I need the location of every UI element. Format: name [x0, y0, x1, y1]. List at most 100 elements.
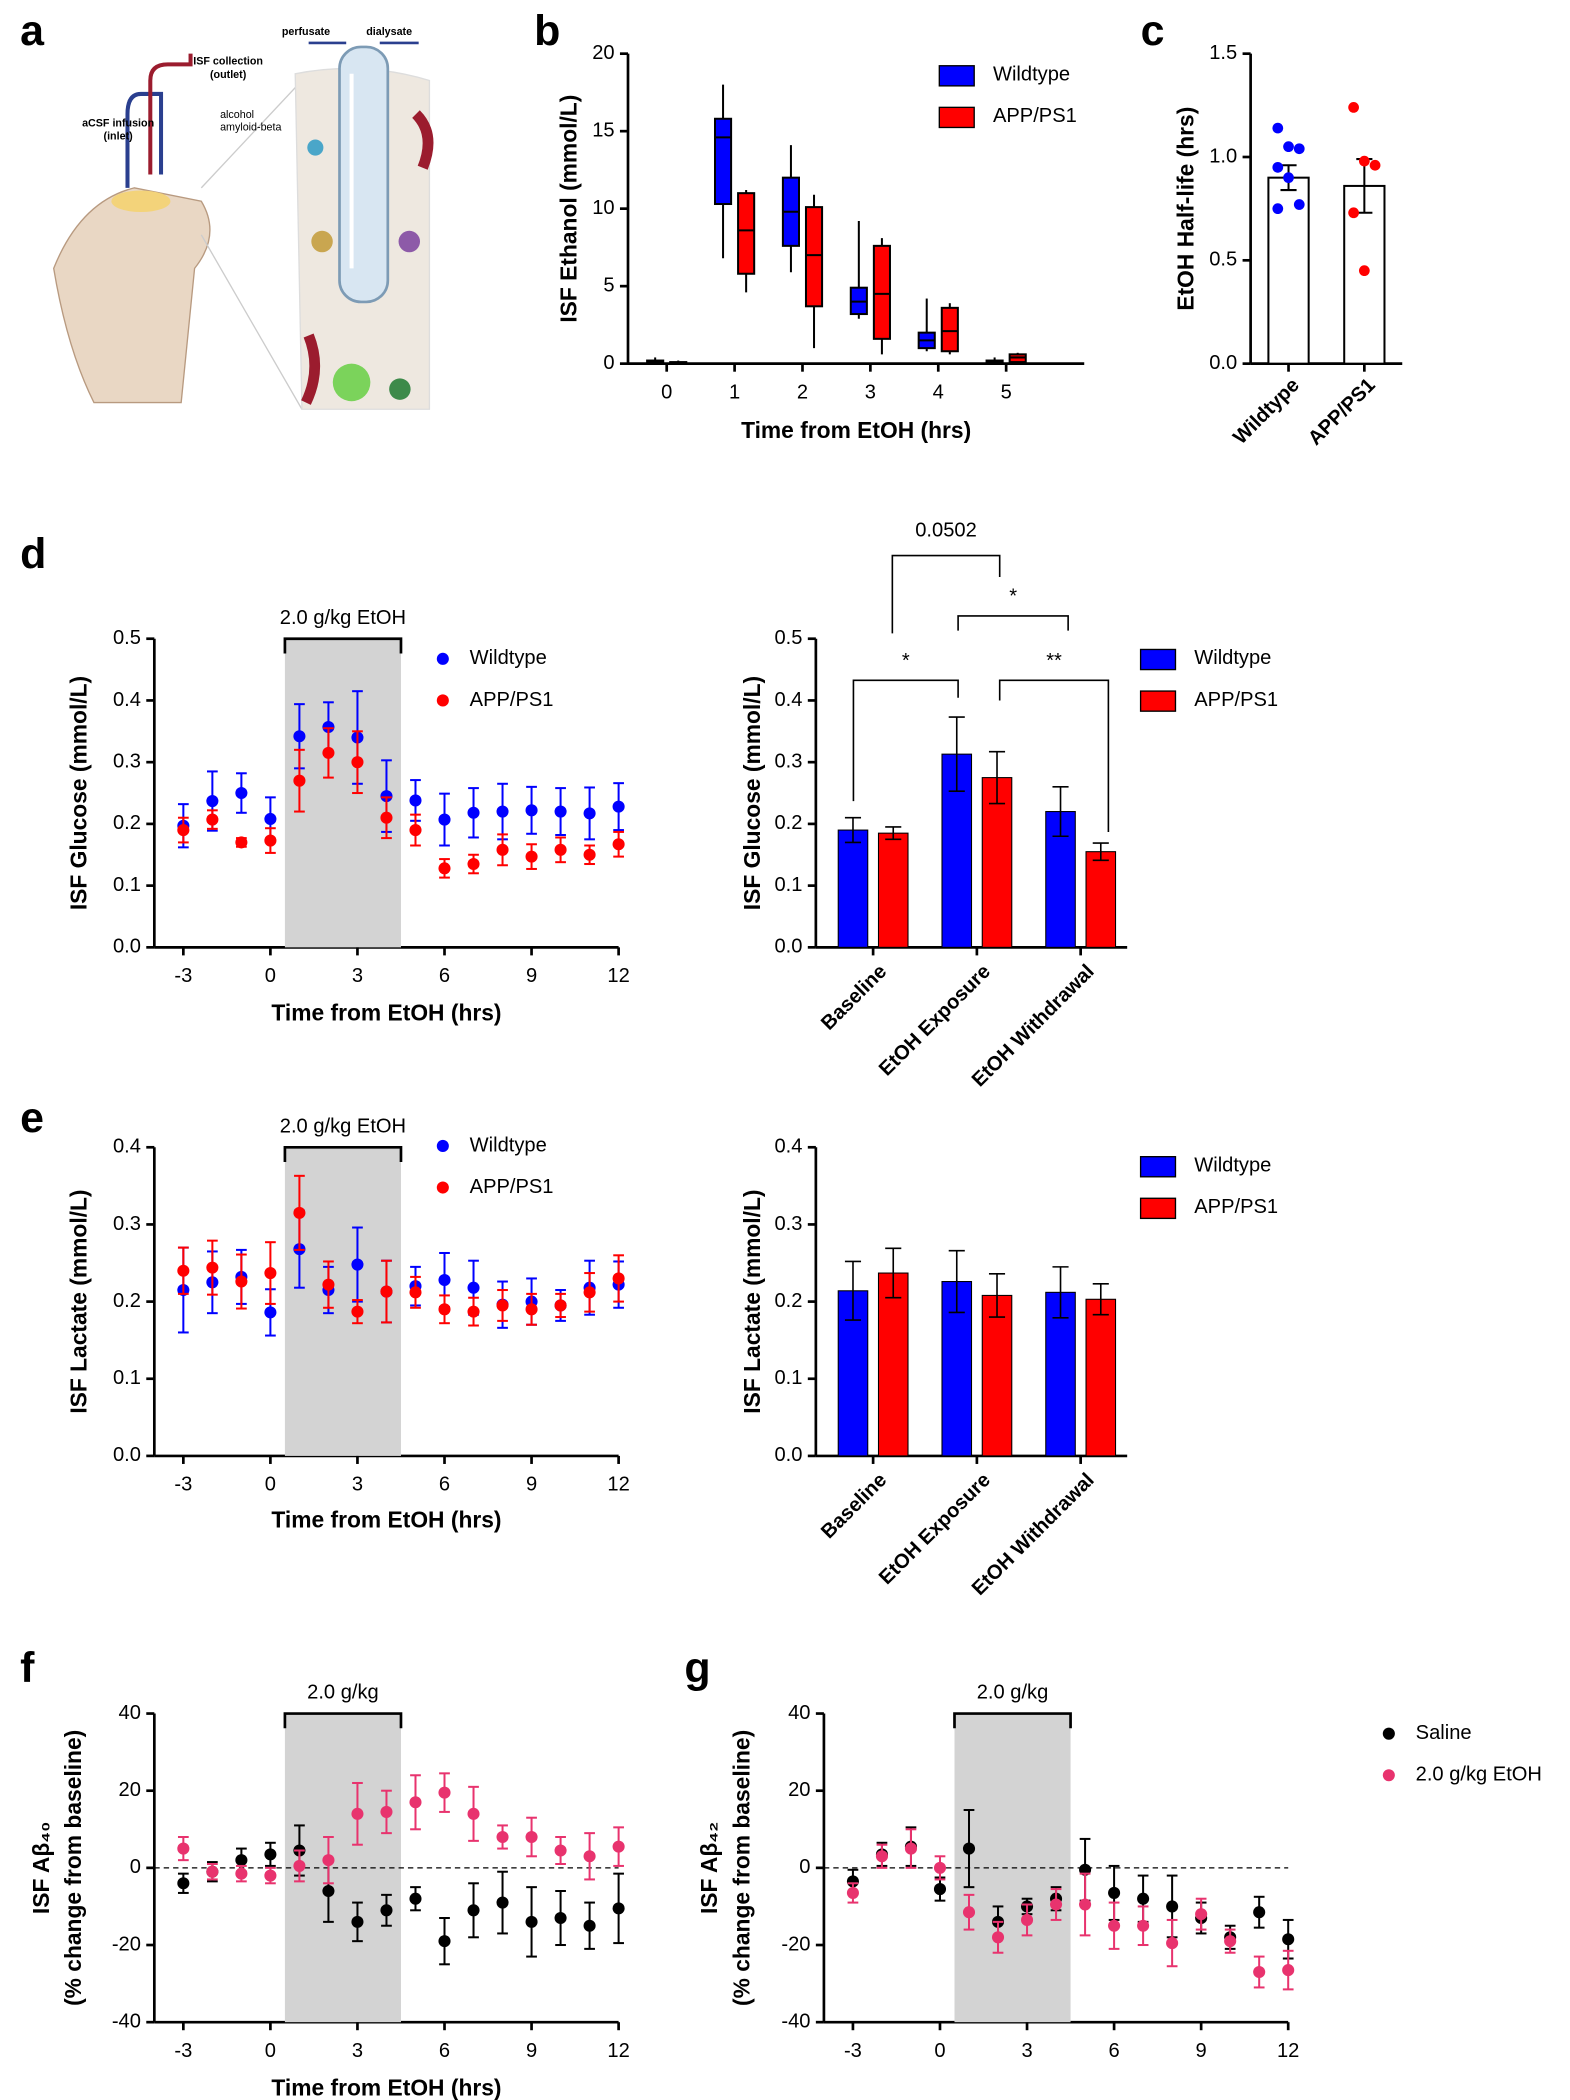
- point: [1272, 203, 1284, 215]
- point: [264, 1848, 277, 1861]
- legend-swatch: [1139, 648, 1177, 671]
- legend-swatch: [938, 106, 975, 129]
- point: [1253, 1965, 1266, 1979]
- x-tick-label: 6: [439, 2040, 450, 2062]
- point: [583, 1919, 596, 1932]
- point: [496, 1830, 509, 1844]
- legend-label: Saline: [1416, 1722, 1472, 1744]
- point: [612, 1272, 625, 1285]
- point: [1282, 1964, 1295, 1977]
- x-tick-label: 3: [865, 381, 876, 403]
- point: [525, 1830, 538, 1844]
- y-tick-label: 0.1: [113, 874, 141, 896]
- bar: [981, 777, 1013, 948]
- point: [1348, 207, 1359, 219]
- point: [1108, 1919, 1121, 1932]
- y-tick-label: 0: [603, 352, 614, 374]
- x-axis-label: Time from EtOH (hrs): [271, 2074, 501, 2100]
- significance-bracket: [852, 679, 959, 802]
- point: [525, 1303, 538, 1316]
- point: [991, 1931, 1005, 1944]
- shade-bracket: [283, 637, 403, 654]
- y-axis-label: ISF Ethanol (mmol/L): [555, 95, 581, 323]
- point: [235, 1854, 248, 1867]
- y-tick-label: 0.0: [774, 936, 802, 958]
- zoom-line: [200, 234, 303, 410]
- y-axis-label: ISF Aβ₄₂: [696, 1822, 722, 1914]
- y-axis-label: ISF Glucose (mmol/L): [66, 676, 92, 910]
- bar: [1045, 1291, 1076, 1457]
- x-axis-label: Time from EtOH (hrs): [271, 1507, 501, 1533]
- legend-swatch: [436, 1139, 449, 1152]
- point: [409, 794, 422, 807]
- legend-label: APP/PS1: [993, 105, 1077, 127]
- x-tick-label: 12: [1277, 2040, 1299, 2062]
- point: [1272, 161, 1284, 173]
- bar: [1085, 1298, 1117, 1457]
- point: [904, 1842, 918, 1855]
- point: [351, 1807, 364, 1820]
- legend-label: APP/PS1: [1194, 1196, 1278, 1218]
- x-tick-label: 6: [439, 965, 450, 987]
- point: [1137, 1892, 1150, 1905]
- legend-label: Wildtype: [470, 647, 547, 669]
- legend-label: Wildtype: [993, 63, 1070, 85]
- y-tick-label: 1.0: [1209, 145, 1237, 167]
- point: [322, 720, 335, 734]
- y-tick-label: 0.3: [774, 750, 802, 772]
- point: [525, 804, 538, 817]
- illustration-label: (outlet): [210, 69, 247, 81]
- point: [583, 807, 596, 820]
- shade-bracket: [283, 1712, 403, 1729]
- point: [1137, 1919, 1150, 1932]
- point: [1020, 1913, 1034, 1926]
- point: [525, 850, 538, 863]
- panel-label: g: [684, 1644, 710, 1692]
- shade-label: 2.0 g/kg: [307, 1682, 379, 1704]
- point: [380, 790, 393, 803]
- point: [177, 1877, 190, 1890]
- x-tick-label: 9: [1196, 2040, 1207, 2062]
- point: [1166, 1937, 1179, 1950]
- x-tick-label: Baseline: [817, 961, 891, 1035]
- point: [264, 1267, 277, 1280]
- point: [438, 1273, 451, 1287]
- significance-label: **: [1046, 650, 1062, 672]
- legend-label: Wildtype: [1194, 647, 1271, 669]
- vessel: [411, 110, 434, 170]
- x-tick-label: 3: [352, 965, 363, 987]
- x-tick-label: 0: [661, 381, 672, 403]
- point: [438, 813, 451, 826]
- x-tick-label: -3: [174, 2040, 192, 2062]
- point: [438, 1303, 451, 1316]
- x-tick-label: 12: [607, 2040, 629, 2062]
- y-tick-label: 0.5: [113, 627, 141, 649]
- point: [467, 1281, 480, 1294]
- point: [467, 1807, 480, 1820]
- significance-bracket: [957, 615, 1069, 631]
- x-tick-label: 0: [265, 2040, 276, 2062]
- point: [322, 1884, 335, 1898]
- vessel: [301, 333, 321, 405]
- point: [235, 1275, 248, 1288]
- y-tick-label: 20: [592, 42, 614, 64]
- y-tick-label: 0.0: [774, 1444, 802, 1466]
- point: [467, 806, 480, 819]
- point: [467, 857, 480, 871]
- bar: [981, 1294, 1013, 1457]
- point: [1166, 1900, 1179, 1913]
- point: [351, 1915, 364, 1928]
- point: [206, 1261, 219, 1274]
- y-tick-label: 0.5: [1209, 249, 1237, 271]
- point: [1282, 1933, 1295, 1946]
- point: [933, 1883, 947, 1896]
- point: [293, 1859, 306, 1872]
- x-tick-label: 5: [1001, 381, 1012, 403]
- x-tick-label: EtOH Exposure: [875, 1469, 995, 1589]
- legend-swatch: [1382, 1727, 1395, 1740]
- y-tick-label: 20: [119, 1779, 141, 1801]
- y-axis-label: EtOH Half-life (hrs): [1173, 107, 1199, 311]
- point: [583, 1286, 596, 1299]
- point: [875, 1850, 888, 1863]
